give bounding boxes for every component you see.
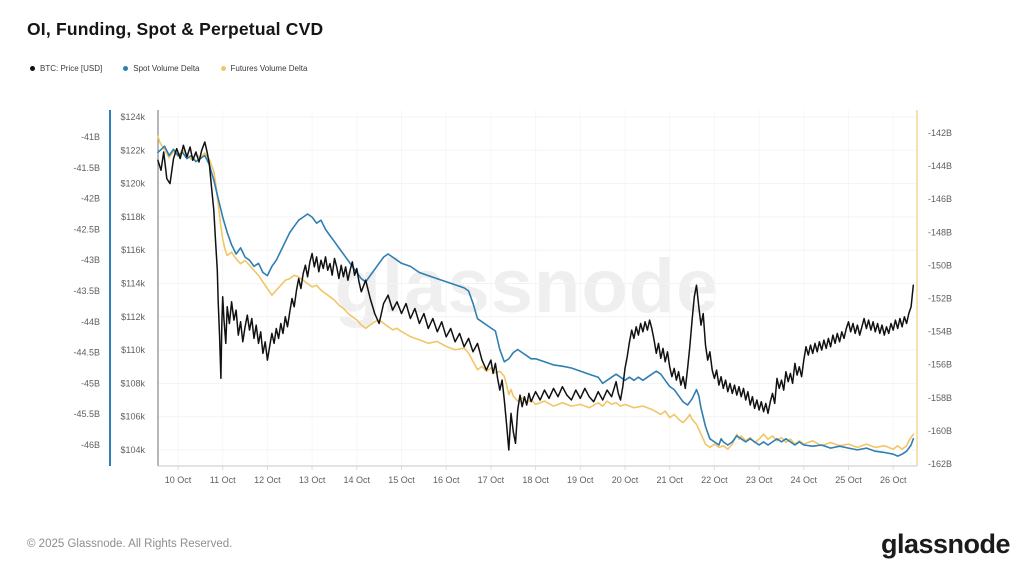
- svg-text:21 Oct: 21 Oct: [656, 475, 683, 485]
- spot-volume-delta-dot-icon: [123, 66, 129, 71]
- svg-text:$124k: $124k: [120, 112, 145, 122]
- page-title: OI, Funding, Spot & Perpetual CVD: [27, 19, 324, 39]
- gridlines: [158, 110, 917, 466]
- btc-price-dot-icon: [30, 66, 35, 71]
- svg-text:-144B: -144B: [928, 161, 952, 171]
- svg-text:-46B: -46B: [81, 440, 100, 450]
- svg-text:-41B: -41B: [81, 132, 100, 142]
- legend-label-spot-volume-delta: Spot Volume Delta: [133, 64, 200, 73]
- svg-text:17 Oct: 17 Oct: [478, 475, 505, 485]
- svg-text:-44B: -44B: [81, 317, 100, 327]
- svg-text:-142B: -142B: [928, 128, 952, 138]
- svg-text:13 Oct: 13 Oct: [299, 475, 326, 485]
- svg-text:19 Oct: 19 Oct: [567, 475, 594, 485]
- svg-text:-45.5B: -45.5B: [73, 409, 100, 419]
- svg-text:-148B: -148B: [928, 227, 952, 237]
- legend-label-btc-price: BTC: Price [USD]: [40, 64, 103, 73]
- svg-text:$104k: $104k: [120, 445, 145, 455]
- svg-text:25 Oct: 25 Oct: [835, 475, 862, 485]
- svg-text:$118k: $118k: [121, 212, 145, 222]
- svg-text:$112k: $112k: [121, 312, 145, 322]
- svg-text:$108k: $108k: [120, 378, 145, 388]
- svg-text:22 Oct: 22 Oct: [701, 475, 728, 485]
- svg-text:23 Oct: 23 Oct: [746, 475, 773, 485]
- svg-text:-42B: -42B: [81, 194, 100, 204]
- x-axis-labels: 10 Oct 11 Oct 12 Oct 13 Oct 14 Oct 15 Oct 16 O…: [165, 466, 907, 485]
- legend-item-btc-price[interactable]: BTC: Price [USD]: [30, 64, 102, 73]
- legend-item-spot-volume-delta[interactable]: Spot Volume Delta: [123, 64, 200, 73]
- svg-text:26 Oct: 26 Oct: [880, 475, 907, 485]
- glassnode-logo: glassnode: [880, 529, 1011, 559]
- svg-text:-162B: -162B: [928, 459, 952, 469]
- svg-text:$106k: $106k: [120, 412, 145, 422]
- svg-text:-154B: -154B: [928, 327, 952, 337]
- svg-text:$120k: $120k: [120, 179, 145, 189]
- svg-text:16 Oct: 16 Oct: [433, 475, 460, 485]
- series-line-futures-volume-delta: [157, 135, 915, 450]
- svg-text:-158B: -158B: [928, 393, 952, 403]
- svg-text:-152B: -152B: [928, 294, 952, 304]
- svg-text:-41.5B: -41.5B: [73, 163, 100, 173]
- series-line-btc-price: [157, 141, 915, 451]
- svg-text:15 Oct: 15 Oct: [388, 475, 415, 485]
- svg-text:12 Oct: 12 Oct: [254, 475, 281, 485]
- svg-text:$110k: $110k: [121, 345, 145, 355]
- svg-text:-42.5B: -42.5B: [73, 224, 100, 234]
- chart-legend: BTC: Price [USD] Spot Volume Delta Futur…: [30, 64, 307, 73]
- svg-text:-160B: -160B: [928, 426, 952, 436]
- svg-text:18 Oct: 18 Oct: [522, 475, 549, 485]
- svg-text:$122k: $122k: [120, 145, 145, 155]
- legend-label-futures-volume-delta: Futures Volume Delta: [230, 64, 308, 73]
- price-axis-labels: $124k $122k $120k $118k $116k $114k $112k $110k…: [120, 112, 145, 455]
- svg-text:$116k: $116k: [121, 245, 145, 255]
- svg-text:-150B: -150B: [928, 260, 952, 270]
- svg-text:-43B: -43B: [81, 255, 100, 265]
- svg-text:24 Oct: 24 Oct: [791, 475, 818, 485]
- svg-text:14 Oct: 14 Oct: [344, 475, 371, 485]
- copyright-text: © 2025 Glassnode. All Rights Reserved.: [27, 538, 233, 550]
- legend-item-futures-volume-delta[interactable]: Futures Volume Delta: [220, 64, 308, 73]
- svg-text:20 Oct: 20 Oct: [612, 475, 639, 485]
- svg-text:-156B: -156B: [928, 360, 952, 370]
- svg-text:$114k: $114k: [121, 279, 145, 289]
- svg-text:10 Oct: 10 Oct: [165, 475, 192, 485]
- spot-axis-labels: -41B -41.5B -42B -42.5B -43B -43.5B -44B -44.5B…: [73, 132, 100, 450]
- series-line-spot-volume-delta: [157, 145, 915, 457]
- svg-text:-44.5B: -44.5B: [73, 348, 100, 358]
- glassnode-watermark: glassnode: [334, 244, 720, 329]
- svg-text:-146B: -146B: [928, 194, 952, 204]
- svg-text:-43.5B: -43.5B: [73, 286, 100, 296]
- futures-volume-delta-dot-icon: [220, 66, 226, 71]
- svg-text:11 Oct: 11 Oct: [210, 475, 236, 485]
- futures-axis-labels: -142B -144B -146B -148B -150B -152B -154B -156B…: [928, 128, 952, 469]
- svg-text:-45B: -45B: [81, 378, 100, 388]
